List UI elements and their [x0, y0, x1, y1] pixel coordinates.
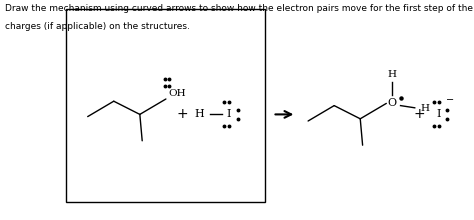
Text: −: −: [446, 95, 455, 105]
Text: O: O: [387, 98, 397, 108]
Text: H: H: [420, 104, 429, 113]
Text: H: H: [388, 70, 396, 79]
Text: I: I: [436, 109, 441, 119]
Text: OH: OH: [168, 89, 186, 98]
Bar: [66, 9, 265, 202]
Text: I: I: [226, 109, 231, 119]
Text: charges (if applicable) on the structures.: charges (if applicable) on the structure…: [5, 22, 190, 31]
Text: +: +: [177, 107, 188, 121]
Text: Draw the mechanism using curved arrows to show how the electron pairs move for t: Draw the mechanism using curved arrows t…: [5, 4, 474, 13]
Text: H: H: [194, 109, 204, 119]
Text: +: +: [414, 107, 425, 121]
